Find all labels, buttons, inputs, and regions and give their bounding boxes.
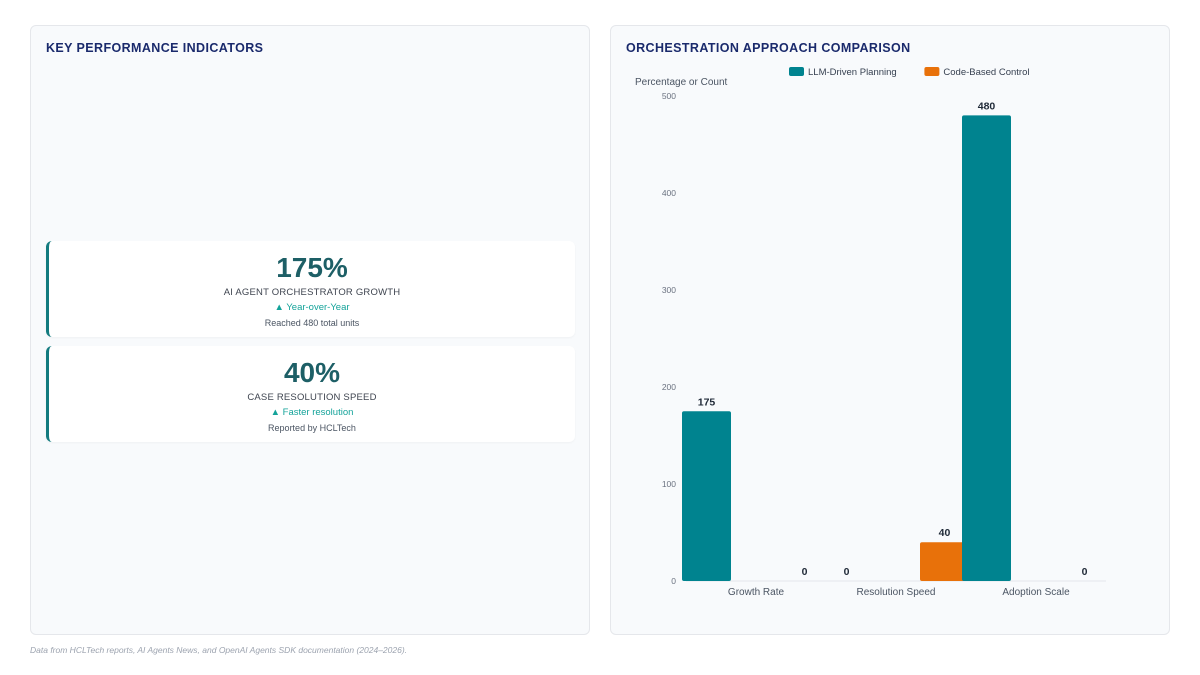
y-tick-label: 300 xyxy=(662,285,676,295)
y-tick-label: 400 xyxy=(662,188,676,198)
kpi-card-resolution: 40% CASE RESOLUTION SPEED ▲ Faster resol… xyxy=(46,346,575,442)
data-label: 40 xyxy=(939,527,951,539)
footnote: Data from HCLTech reports, AI Agents New… xyxy=(30,645,408,655)
bar-llm-driven-planning-0 xyxy=(682,411,731,581)
data-label: 480 xyxy=(978,100,996,112)
y-tick-label: 100 xyxy=(662,479,676,489)
chart-panel-title: ORCHESTRATION APPROACH COMPARISON xyxy=(626,41,911,55)
y-tick-label: 0 xyxy=(671,576,676,586)
data-label: 0 xyxy=(1082,566,1088,578)
kpi-label: AI AGENT ORCHESTRATOR GROWTH xyxy=(223,287,401,298)
kpi-label: CASE RESOLUTION SPEED xyxy=(247,392,377,403)
data-label: 175 xyxy=(698,396,716,408)
legend-label-1: Code-Based Control xyxy=(943,67,1029,78)
kpi-panel-title: KEY PERFORMANCE INDICATORS xyxy=(46,41,264,55)
legend-swatch-0 xyxy=(789,67,804,76)
kpi-note: Reported by HCLTech xyxy=(268,423,356,433)
kpi-note: Reached 480 total units xyxy=(264,318,360,328)
kpi-value: 40% xyxy=(283,357,341,388)
kpi-value: 175% xyxy=(276,252,348,283)
bar-code-based-control-1 xyxy=(920,542,969,581)
y-tick-label: 200 xyxy=(662,382,676,392)
data-label: 0 xyxy=(802,566,808,578)
kpi-trend: ▲ Year-over-Year xyxy=(274,302,350,313)
bar-chart: Percentage or Count LLM-Driven Planning Co… xyxy=(635,67,1106,598)
bar-llm-driven-planning-2 xyxy=(962,115,1011,582)
legend-swatch-1 xyxy=(924,67,940,76)
x-tick-label: Growth Rate xyxy=(728,587,785,598)
kpi-trend: ▲ Faster resolution xyxy=(270,407,354,418)
y-tick-label: 500 xyxy=(662,91,676,101)
kpi-card-growth: 175% AI AGENT ORCHESTRATOR GROWTH ▲ Year… xyxy=(46,241,575,337)
legend-label-0: LLM-Driven Planning xyxy=(808,67,897,78)
chart-panel: ORCHESTRATION APPROACH COMPARISON Percen… xyxy=(610,25,1170,635)
data-label: 0 xyxy=(844,566,850,578)
y-axis-label: Percentage or Count xyxy=(635,77,728,88)
x-tick-label: Resolution Speed xyxy=(857,587,936,598)
x-tick-label: Adoption Scale xyxy=(1002,587,1070,598)
kpi-panel: KEY PERFORMANCE INDICATORS 175% AI AGENT… xyxy=(30,25,590,635)
